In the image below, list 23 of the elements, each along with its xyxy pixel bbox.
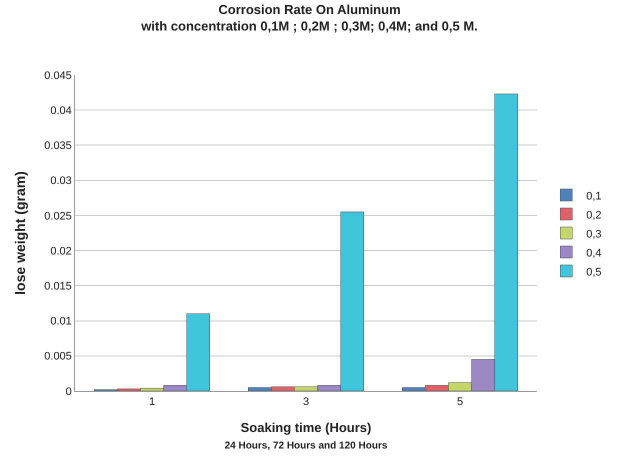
legend-label: 0,2 bbox=[586, 209, 602, 222]
y-tick-label: 0.04 bbox=[50, 104, 72, 117]
x-tick-label: 5 bbox=[456, 396, 464, 408]
y-axis-title: lose weight (gram) bbox=[12, 171, 28, 295]
y-tick-label: 0.02 bbox=[50, 245, 72, 258]
y-tick-label: 0.025 bbox=[44, 210, 72, 222]
legend-label: 0,4 bbox=[586, 247, 602, 260]
x-axis-title: Soaking time (Hours) bbox=[240, 420, 372, 435]
legend-label: 0,3 bbox=[586, 228, 602, 240]
y-tick-label: 0 bbox=[66, 386, 72, 398]
x-tick-label: 1 bbox=[148, 396, 156, 408]
legend-label: 0,5 bbox=[586, 266, 602, 278]
y-tick-label: 0.03 bbox=[50, 175, 72, 188]
x-tick-label: 3 bbox=[302, 396, 310, 408]
chart-subtitle: with concentration 0,1M ; 0,2M ; 0,3M; 0,4M; and 0,5 M. bbox=[140, 18, 478, 34]
y-tick-label: 0.045 bbox=[44, 70, 72, 82]
text: 24 Hours, 72 Hours and 120 Hours bbox=[224, 440, 388, 452]
y-tick-label: 0.035 bbox=[44, 140, 72, 152]
y-tick-label: 0.015 bbox=[44, 280, 72, 293]
chart-title: Corrosion Rate On Aluminum bbox=[218, 2, 401, 17]
y-tick-label: 0.005 bbox=[44, 350, 72, 363]
y-tick-label: 0.01 bbox=[50, 316, 72, 328]
legend-label: 0,1 bbox=[586, 190, 602, 202]
